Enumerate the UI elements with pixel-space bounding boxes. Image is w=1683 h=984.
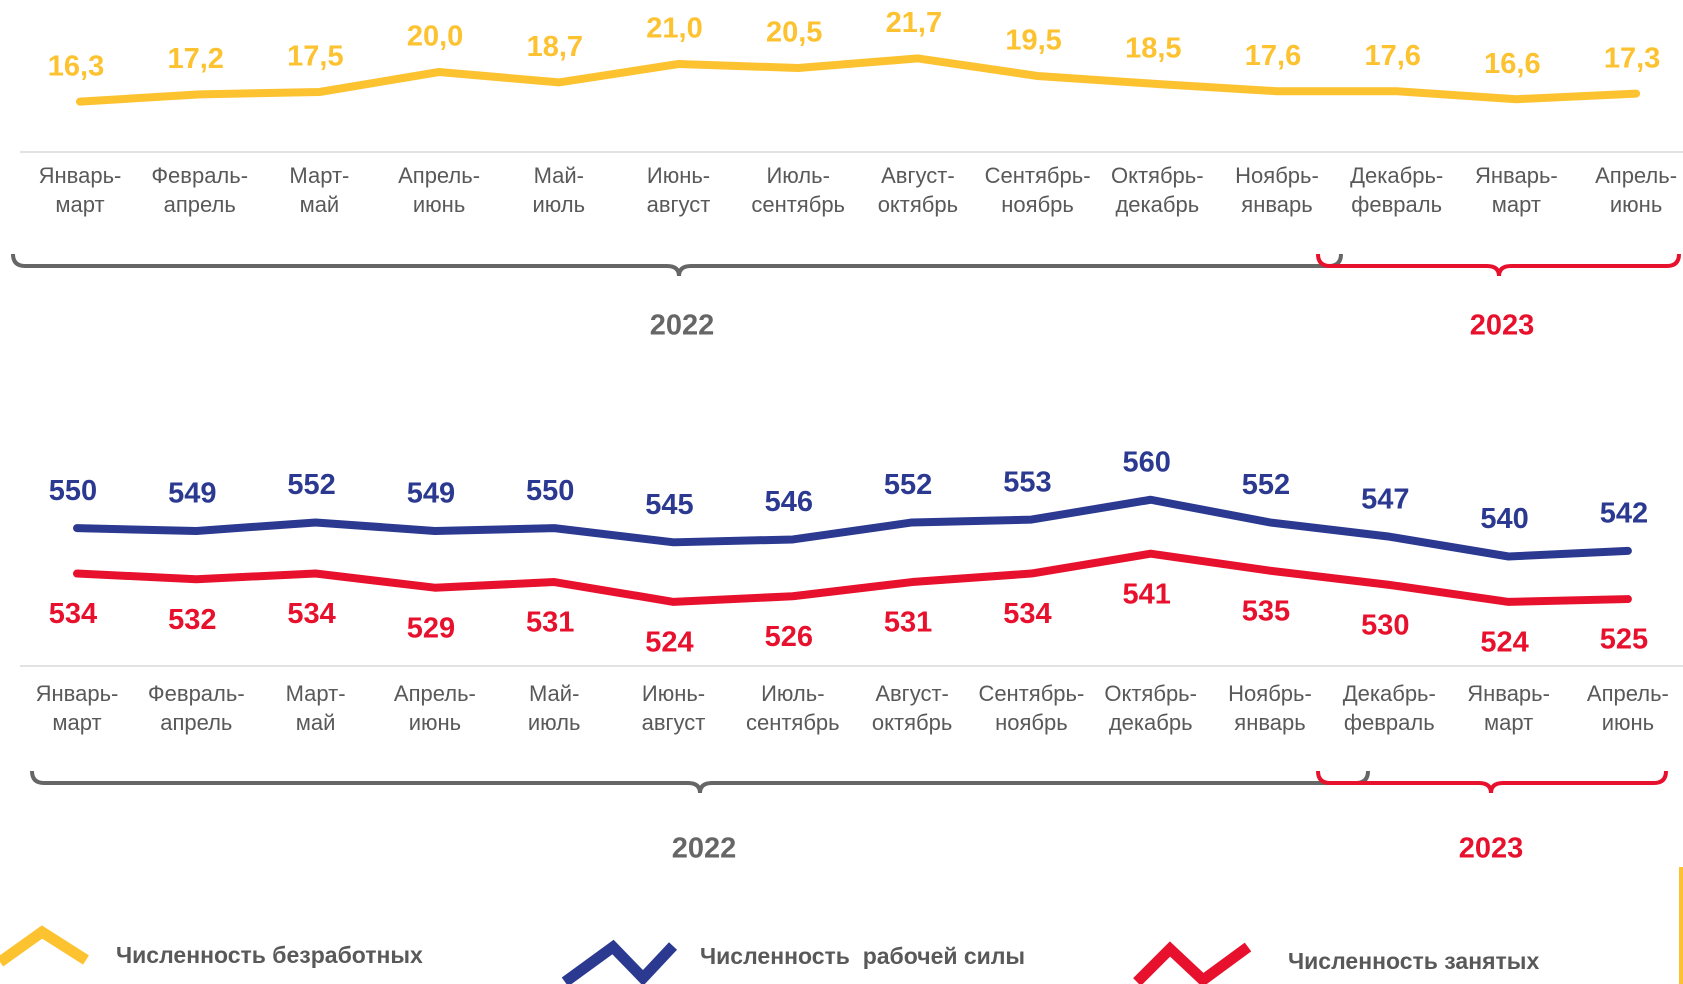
x-tick-label: Август- октябрь	[871, 681, 953, 735]
x-tick-label: Январь- март	[35, 681, 119, 735]
data-label: 17,5	[287, 41, 343, 73]
x-tick-label: Ноябрь- январь	[1228, 681, 1312, 735]
x-tick-label: Июнь- август	[641, 681, 706, 735]
data-label: 525	[1600, 624, 1648, 656]
x-tick-label: Январь- март	[1475, 163, 1558, 217]
data-label: 524	[1480, 627, 1528, 659]
data-label: 542	[1600, 497, 1648, 529]
data-label: 550	[526, 475, 574, 507]
x-tick-label: Май- июль	[532, 163, 586, 217]
data-label: 552	[287, 469, 335, 501]
x-tick-label: Июнь- август	[646, 163, 711, 217]
data-label: 541	[1123, 578, 1171, 610]
group-label: 2023	[1470, 310, 1535, 342]
group-label: 2022	[672, 833, 737, 865]
data-label: 534	[49, 598, 97, 630]
x-tick-label: Август- октябрь	[877, 163, 959, 217]
data-label: 549	[168, 478, 216, 510]
group-bracket	[11, 253, 1343, 277]
x-tick-label: Сентябрь- ноябрь	[984, 163, 1091, 217]
x-tick-label: Июль- сентябрь	[745, 681, 840, 735]
data-label: 17,2	[167, 43, 223, 75]
data-label: 534	[287, 598, 335, 630]
legend-label: Численность рабочей силы	[700, 943, 1025, 969]
data-label: 534	[1003, 598, 1051, 630]
data-label: 553	[1003, 466, 1051, 498]
data-label: 17,6	[1364, 40, 1420, 72]
data-label: 19,5	[1005, 25, 1061, 57]
data-label: 540	[1480, 503, 1528, 535]
legend-label: Численность безработных	[116, 942, 423, 968]
legend-icon	[561, 939, 678, 984]
data-label: 21,7	[886, 7, 942, 39]
data-label: 545	[645, 489, 693, 521]
x-tick-label: Апрель- июнь	[398, 163, 481, 217]
group-bracket	[1316, 770, 1668, 794]
data-label: 535	[1242, 595, 1290, 627]
data-label: 20,0	[407, 21, 463, 53]
data-label: 546	[765, 486, 813, 518]
legend-icon	[1133, 941, 1252, 984]
x-tick-label: Май- июль	[527, 681, 581, 735]
x-tick-label: Ноябрь- январь	[1235, 163, 1319, 217]
decor-bar	[1679, 867, 1683, 984]
data-label: 16,3	[48, 50, 104, 82]
x-tick-label: Апрель- июнь	[1595, 163, 1678, 217]
data-label: 530	[1361, 610, 1409, 642]
data-label: 547	[1361, 483, 1409, 515]
x-tick-label: Июль- сентябрь	[751, 163, 846, 217]
group-label: 2022	[650, 310, 715, 342]
data-label: 560	[1123, 446, 1171, 478]
x-tick-label: Декабрь- февраль	[1350, 163, 1444, 217]
data-label: 532	[168, 604, 216, 636]
line-series	[73, 549, 1632, 606]
data-label: 529	[407, 612, 455, 644]
x-tick-label: Апрель- июнь	[393, 681, 476, 735]
data-label: 17,3	[1604, 42, 1660, 74]
data-label: 531	[526, 607, 574, 639]
data-label: 531	[884, 607, 932, 639]
group-label: 2023	[1459, 833, 1524, 865]
data-label: 16,6	[1484, 48, 1540, 80]
data-label: 17,6	[1245, 40, 1301, 72]
x-tick-label: Декабрь- февраль	[1342, 681, 1436, 735]
data-label: 21,0	[646, 13, 702, 45]
data-label: 18,7	[527, 31, 583, 63]
x-tick-label: Январь- март	[38, 163, 122, 217]
group-bracket	[1316, 253, 1681, 277]
data-label: 526	[765, 621, 813, 653]
line-series	[76, 54, 1641, 106]
data-label: 20,5	[766, 17, 822, 49]
data-label: 524	[645, 627, 693, 659]
x-tick-label: Октябрь- декабрь	[1104, 681, 1197, 735]
data-label: 550	[49, 475, 97, 507]
x-tick-label: Январь- март	[1467, 681, 1550, 735]
line-series	[73, 495, 1632, 561]
group-bracket	[30, 770, 1370, 794]
x-tick-label: Апрель- июнь	[1586, 681, 1669, 735]
data-label: 552	[884, 469, 932, 501]
data-label: 552	[1242, 469, 1290, 501]
x-tick-label: Февраль- апрель	[147, 681, 245, 735]
data-label: 18,5	[1125, 33, 1181, 65]
data-label: 549	[407, 478, 455, 510]
x-tick-label: Март- май	[289, 163, 350, 217]
legend-icon	[0, 925, 89, 967]
legend-label: Численность занятых	[1288, 948, 1539, 974]
x-tick-label: Сентябрь- ноябрь	[978, 681, 1085, 735]
x-tick-label: Февраль- апрель	[151, 163, 249, 217]
x-tick-label: Март- май	[285, 681, 346, 735]
x-tick-label: Октябрь- декабрь	[1110, 163, 1204, 217]
